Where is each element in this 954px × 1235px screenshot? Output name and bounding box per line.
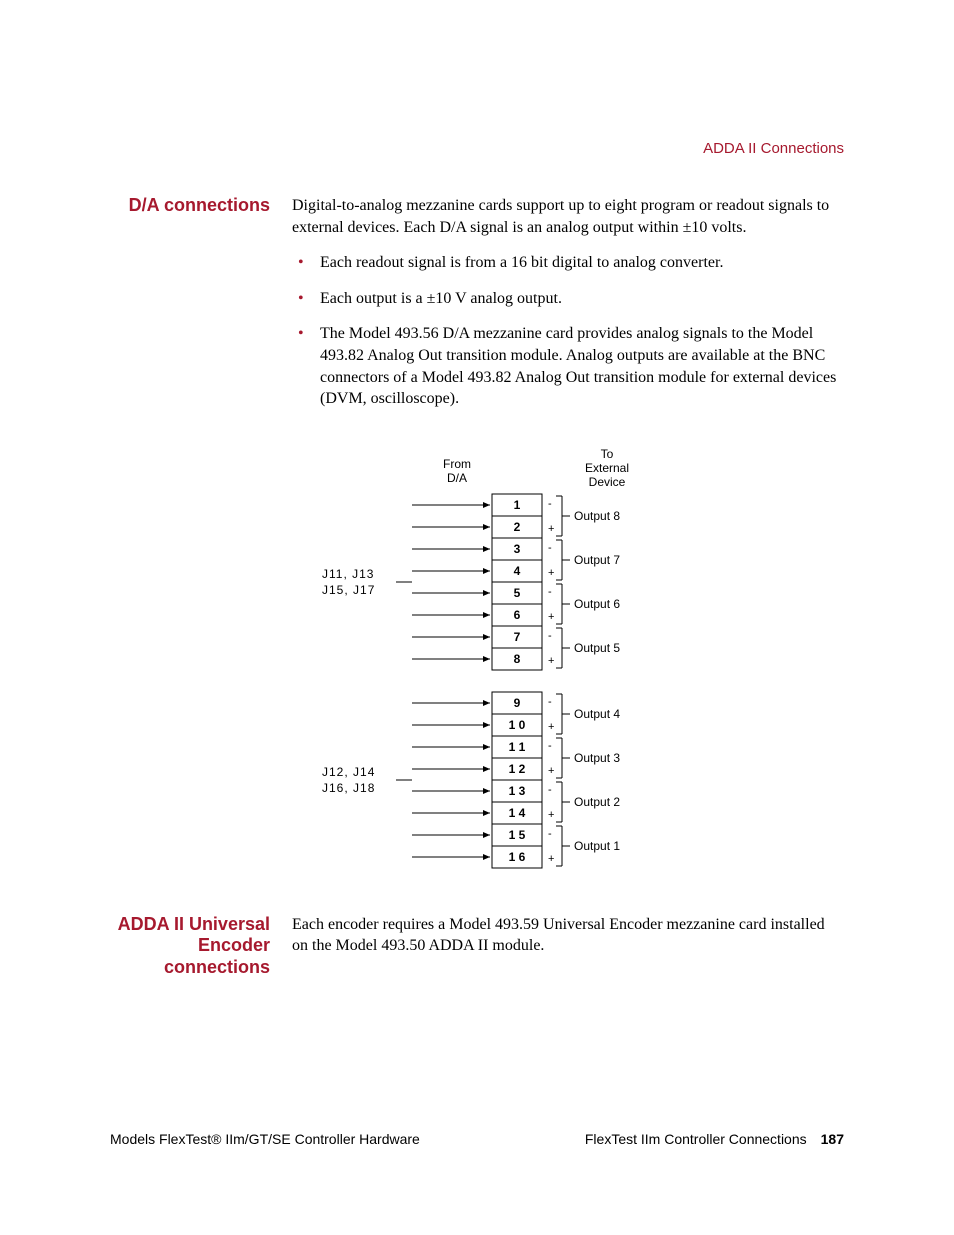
svg-text:8: 8 <box>514 652 521 666</box>
svg-text:+: + <box>548 853 554 865</box>
svg-text:Output 8: Output 8 <box>574 509 620 523</box>
svg-text:J12, J14: J12, J14 <box>322 765 375 779</box>
svg-text:Output 1: Output 1 <box>574 839 620 853</box>
running-header: ADDA II Connections <box>703 140 844 157</box>
page-footer: Models FlexTest® IIm/GT/SE Controller Ha… <box>110 1131 844 1147</box>
svg-text:1 3: 1 3 <box>509 784 526 798</box>
svg-text:Output 6: Output 6 <box>574 597 620 611</box>
svg-text:+: + <box>548 567 554 579</box>
pinout-diagram: FromD/A ToExternalDevice 1 - 2 +3 - 4 +5 - 6 +7 - 8 + O… <box>262 444 692 884</box>
svg-text:-: - <box>548 498 552 510</box>
svg-text:1 6: 1 6 <box>509 850 526 864</box>
footer-page-number: 187 <box>821 1131 844 1147</box>
svg-text:1: 1 <box>514 498 521 512</box>
svg-text:Output 2: Output 2 <box>574 795 620 809</box>
svg-text:-: - <box>548 542 552 554</box>
svg-text:From: From <box>443 457 471 471</box>
svg-text:-: - <box>548 586 552 598</box>
page-content: D/A connections Digital-to-analog mezzan… <box>110 195 844 979</box>
svg-text:Output 3: Output 3 <box>574 751 620 765</box>
da-intro-text: Digital-to-analog mezzanine cards suppor… <box>292 197 829 236</box>
svg-text:+: + <box>548 721 554 733</box>
svg-text:Output 5: Output 5 <box>574 641 620 655</box>
section-body-da: Digital-to-analog mezzanine cards suppor… <box>292 195 844 424</box>
diagram-container: FromD/A ToExternalDevice 1 - 2 +3 - 4 +5 - 6 +7 - 8 + O… <box>110 444 844 884</box>
svg-text:-: - <box>548 696 552 708</box>
svg-text:+: + <box>548 611 554 623</box>
da-bullet-3: The Model 493.56 D/A mezzanine card prov… <box>292 323 844 409</box>
svg-text:1 2: 1 2 <box>509 762 526 776</box>
da-bullet-2: Each output is a ±10 V analog output. <box>292 288 844 310</box>
section-heading-encoder: ADDA II Universal Encoder connections <box>110 914 292 979</box>
section-body-encoder: Each encoder requires a Model 493.59 Uni… <box>292 914 844 979</box>
svg-text:External: External <box>585 461 629 475</box>
svg-text:To: To <box>601 447 614 461</box>
svg-text:J15, J17: J15, J17 <box>322 583 375 597</box>
page: ADDA II Connections D/A connections Digi… <box>0 0 954 1235</box>
da-bullet-1: Each readout signal is from a 16 bit dig… <box>292 252 844 274</box>
svg-text:5: 5 <box>514 586 521 600</box>
svg-text:1 1: 1 1 <box>509 740 526 754</box>
section-heading-da: D/A connections <box>110 195 292 424</box>
svg-text:6: 6 <box>514 608 521 622</box>
svg-text:-: - <box>548 828 552 840</box>
svg-text:J16, J18: J16, J18 <box>322 781 375 795</box>
svg-text:-: - <box>548 784 552 796</box>
svg-text:Output 4: Output 4 <box>574 707 620 721</box>
svg-text:Output 7: Output 7 <box>574 553 620 567</box>
footer-right-text: FlexTest IIm Controller Connections <box>585 1131 807 1147</box>
encoder-body-text: Each encoder requires a Model 493.59 Uni… <box>292 916 825 955</box>
svg-text:-: - <box>548 740 552 752</box>
svg-text:7: 7 <box>514 630 521 644</box>
svg-text:1 0: 1 0 <box>509 718 526 732</box>
section-da-connections: D/A connections Digital-to-analog mezzan… <box>110 195 844 424</box>
svg-text:3: 3 <box>514 542 521 556</box>
svg-text:1 4: 1 4 <box>509 806 526 820</box>
svg-text:9: 9 <box>514 696 521 710</box>
svg-text:4: 4 <box>514 564 521 578</box>
footer-right: FlexTest IIm Controller Connections 187 <box>585 1131 844 1147</box>
svg-text:+: + <box>548 523 554 535</box>
svg-text:+: + <box>548 655 554 667</box>
svg-text:D/A: D/A <box>447 471 467 485</box>
svg-text:Device: Device <box>589 475 626 489</box>
section-encoder-connections: ADDA II Universal Encoder connections Ea… <box>110 914 844 979</box>
footer-left: Models FlexTest® IIm/GT/SE Controller Ha… <box>110 1131 420 1147</box>
svg-text:-: - <box>548 630 552 642</box>
svg-text:1 5: 1 5 <box>509 828 526 842</box>
svg-text:+: + <box>548 765 554 777</box>
svg-text:J11, J13: J11, J13 <box>322 567 374 581</box>
svg-text:+: + <box>548 809 554 821</box>
svg-text:2: 2 <box>514 520 521 534</box>
da-bullet-list: Each readout signal is from a 16 bit dig… <box>292 252 844 410</box>
